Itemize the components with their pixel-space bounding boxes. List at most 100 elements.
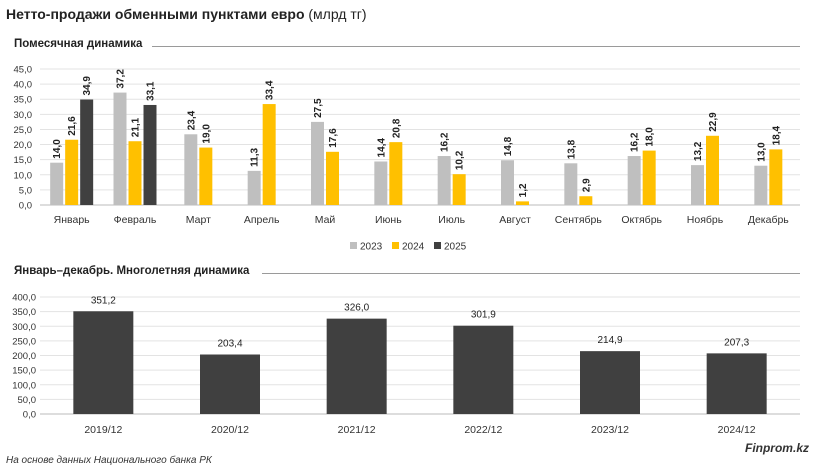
monthly-bar-2024 (65, 139, 79, 205)
monthly-y-tick-label: 35,0 (14, 95, 33, 106)
monthly-bar-2023 (501, 160, 514, 205)
yearly-y-tick-label: 400,0 (12, 293, 36, 304)
monthly-y-tick-label: 5,0 (19, 185, 32, 196)
monthly-bar-2024 (516, 201, 529, 205)
monthly-y-tick-label: 30,0 (14, 110, 33, 121)
monthly-data-label: 17,6 (328, 128, 339, 148)
yearly-section-title: Январь–декабрь. Многолетняя динамика (14, 265, 250, 277)
yearly-bar (453, 325, 514, 414)
monthly-data-label: 21,1 (131, 117, 142, 137)
monthly-x-tick-label: Август (499, 214, 531, 226)
monthly-data-label: 16,2 (440, 132, 451, 152)
monthly-bar-2025 (143, 104, 157, 205)
monthly-data-label: 13,2 (693, 141, 704, 161)
yearly-y-tick-label: 0,0 (23, 410, 36, 421)
yearly-y-tick-label: 150,0 (12, 366, 36, 377)
monthly-bar-2024 (579, 196, 593, 205)
monthly-y-tick-label: 15,0 (14, 155, 33, 166)
yearly-section-divider (262, 273, 800, 274)
monthly-data-label: 33,1 (146, 81, 157, 101)
yearly-y-tick-label: 250,0 (12, 336, 36, 347)
yearly-x-tick-label: 2020/12 (211, 424, 249, 436)
monthly-bar-2024 (706, 135, 719, 205)
monthly-bar-2024 (642, 150, 656, 205)
monthly-y-tick-label: 10,0 (14, 170, 33, 181)
monthly-x-tick-label: Июнь (375, 214, 402, 226)
yearly-y-tick-label: 200,0 (12, 351, 36, 362)
monthly-data-label: 1,2 (518, 183, 529, 197)
yearly-y-tick-label: 50,0 (18, 395, 37, 406)
monthly-bar-2024 (769, 149, 783, 205)
source-note: На основе данных Национального банка РК (6, 455, 212, 466)
monthly-y-tick-label: 40,0 (14, 80, 33, 91)
monthly-bar-2024 (326, 151, 339, 205)
monthly-x-tick-label: Декабрь (748, 214, 789, 226)
legend-label-2024: 2024 (402, 242, 425, 253)
yearly-y-tick-label: 100,0 (12, 380, 36, 391)
brand-logo: Finprom.kz (744, 441, 809, 455)
title-main: Нетто-продажи обменными пунктами евро (6, 6, 305, 22)
monthly-data-label: 14,4 (376, 138, 387, 158)
monthly-data-label: 14,0 (52, 139, 63, 159)
monthly-bar-2023 (564, 163, 578, 205)
monthly-x-tick-label: Март (186, 214, 211, 226)
monthly-x-tick-label: Май (315, 214, 336, 226)
monthly-x-tick-label: Октябрь (621, 214, 662, 226)
monthly-bar-2023 (374, 161, 388, 205)
monthly-bar-2024 (452, 174, 466, 205)
monthly-data-label: 16,2 (630, 132, 641, 152)
yearly-data-label: 207,3 (724, 337, 749, 348)
monthly-data-label: 21,6 (67, 116, 78, 136)
monthly-data-label: 37,2 (116, 69, 127, 89)
monthly-data-label: 27,5 (313, 98, 324, 118)
monthly-bar-2023 (311, 121, 324, 205)
yearly-data-label: 326,0 (344, 303, 369, 314)
yearly-data-label: 301,9 (471, 310, 496, 321)
monthly-bar-2023 (184, 134, 198, 205)
yearly-y-tick-label: 300,0 (12, 322, 36, 333)
monthly-bar-2024 (128, 141, 142, 205)
monthly-bar-2023 (247, 170, 261, 205)
monthly-data-label: 13,8 (566, 139, 577, 159)
monthly-bar-2023 (113, 92, 127, 205)
monthly-data-label: 23,4 (186, 110, 197, 130)
yearly-x-tick-label: 2019/12 (84, 424, 122, 436)
yearly-data-label: 351,2 (91, 295, 116, 306)
monthly-data-label: 11,3 (250, 147, 261, 166)
monthly-x-tick-label: Сентябрь (555, 214, 603, 226)
monthly-bar-2023 (691, 165, 704, 205)
monthly-y-tick-label: 0,0 (19, 201, 32, 212)
monthly-x-tick-label: Июль (438, 214, 465, 226)
monthly-data-label: 19,0 (201, 124, 212, 144)
title-unit: (млрд тг) (308, 6, 367, 22)
monthly-data-label: 2,9 (581, 178, 592, 192)
monthly-data-label: 10,2 (455, 150, 466, 170)
yearly-x-tick-label: 2021/12 (338, 424, 376, 436)
monthly-x-tick-label: Февраль (114, 214, 157, 226)
yearly-bar (326, 318, 387, 414)
monthly-bar-2024 (389, 142, 403, 205)
monthly-bar-2025 (80, 99, 94, 205)
monthly-y-tick-label: 45,0 (14, 65, 33, 76)
monthly-data-label: 14,8 (503, 136, 514, 156)
monthly-section-title: Помесячная динамика (14, 38, 143, 50)
yearly-bar (706, 353, 767, 414)
monthly-bar-2023 (754, 165, 768, 205)
yearly-x-tick-label: 2022/12 (464, 424, 502, 436)
yearly-bar (200, 354, 260, 414)
monthly-data-label: 13,0 (756, 142, 767, 162)
monthly-x-tick-label: Январь (54, 214, 91, 226)
monthly-y-tick-label: 25,0 (14, 125, 33, 136)
monthly-data-label: 34,9 (82, 76, 93, 96)
yearly-data-label: 214,9 (597, 335, 622, 346)
chart-title: Нетто-продажи обменными пунктами евро (м… (6, 6, 367, 22)
legend-label-2025: 2025 (444, 242, 467, 253)
monthly-data-label: 33,4 (265, 80, 276, 100)
monthly-data-label: 18,0 (645, 127, 656, 147)
legend-label-2023: 2023 (360, 242, 383, 253)
monthly-data-label: 22,9 (708, 112, 719, 132)
monthly-x-tick-label: Ноябрь (687, 214, 724, 226)
monthly-x-tick-label: Апрель (244, 214, 280, 226)
monthly-bar-2024 (199, 147, 213, 205)
